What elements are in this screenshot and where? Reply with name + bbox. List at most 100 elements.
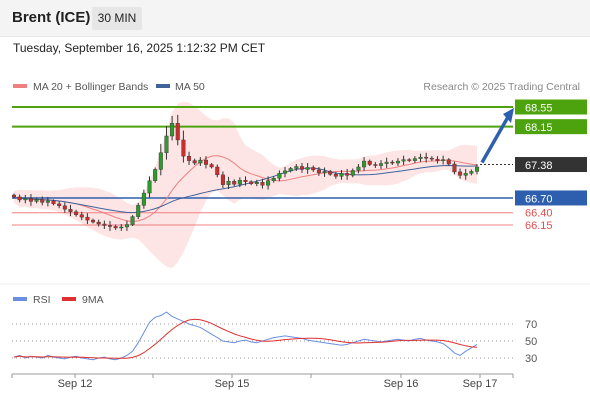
candle-body — [85, 216, 90, 221]
candle — [390, 160, 395, 166]
candle — [458, 168, 463, 179]
candle — [254, 179, 259, 187]
candle — [124, 220, 129, 231]
candle — [175, 114, 180, 146]
candle — [181, 130, 186, 163]
candle — [446, 158, 451, 166]
candle — [249, 180, 254, 186]
copyright-label: Research © 2025 Trading Central — [423, 81, 580, 93]
rsi-ma-line — [13, 318, 478, 359]
candle-body — [424, 156, 429, 159]
candle-body — [260, 182, 265, 186]
candles-layer — [11, 114, 480, 231]
label-current-bg — [515, 157, 587, 173]
candle-body — [45, 200, 50, 203]
candle — [141, 189, 146, 209]
candle — [260, 178, 265, 189]
candle-body — [96, 221, 101, 225]
label-pivot: 66.70 — [515, 190, 587, 206]
candle-body — [266, 180, 271, 186]
candle-body — [463, 173, 468, 176]
candle — [102, 220, 107, 229]
candle — [333, 171, 338, 179]
label-s2: 66.15 — [525, 220, 553, 232]
x-label: Sep 16 — [384, 378, 419, 390]
candle — [79, 211, 84, 221]
candle — [130, 215, 135, 226]
forecast-arrow-shaft — [480, 116, 510, 164]
candle — [429, 156, 434, 162]
candle-body — [418, 156, 423, 159]
label-current: 67.38 — [515, 157, 587, 173]
candle — [28, 194, 33, 206]
candle-body — [452, 163, 457, 173]
candle-body — [384, 161, 389, 164]
candle — [198, 157, 203, 166]
candle — [57, 201, 62, 209]
candle — [226, 176, 231, 190]
candle-body — [62, 205, 67, 210]
rsi-legend-label: RSI — [33, 294, 51, 306]
candle-body — [130, 216, 135, 225]
candle — [147, 176, 152, 198]
candle — [475, 164, 480, 175]
timestamp: Tuesday, September 16, 2025 1:12:32 PM C… — [13, 41, 266, 55]
candle — [23, 195, 28, 204]
candle — [11, 193, 16, 199]
candle — [401, 155, 406, 166]
candle-body — [311, 167, 316, 171]
candle-body — [28, 198, 33, 202]
candle-body — [79, 214, 84, 218]
ma50-legend-label: MA 50 — [175, 81, 205, 93]
candle-body — [395, 160, 400, 164]
label-r1-text: 68.15 — [525, 122, 553, 134]
candle — [68, 204, 73, 217]
candle — [266, 176, 271, 190]
candle-body — [17, 196, 22, 201]
candle — [384, 157, 389, 168]
forecast-arrow-head — [503, 108, 514, 123]
candle — [412, 156, 417, 164]
candle-body — [243, 180, 248, 182]
ma50-legend-swatch — [156, 84, 170, 88]
candle-body — [40, 199, 45, 203]
ma20-line — [13, 155, 478, 223]
timeframe-button[interactable]: 30 MIN — [92, 7, 142, 30]
candle — [215, 164, 220, 178]
candle — [17, 194, 22, 203]
candle — [305, 163, 310, 174]
candle-body — [288, 168, 293, 172]
rsi-level-label-50: 50 — [525, 336, 537, 348]
x-axis: Sep 12 Sep 15 Sep 16 Sep 17 — [11, 374, 514, 390]
candle — [379, 160, 384, 169]
candle — [328, 169, 333, 176]
candle-body — [198, 159, 203, 164]
candle — [418, 153, 423, 163]
bb-legend-label: MA 20 + Bollinger Bands — [33, 81, 148, 93]
candle — [407, 158, 412, 163]
label-s1: 66.40 — [525, 208, 553, 220]
x-label: Sep 15 — [215, 378, 250, 390]
candle-body — [441, 159, 446, 161]
candle — [294, 164, 299, 171]
candle-body — [299, 166, 304, 170]
candle-body — [322, 171, 327, 174]
candle — [362, 157, 367, 171]
candle-body — [164, 135, 169, 153]
candle — [299, 163, 304, 173]
candle — [96, 219, 101, 227]
candle — [187, 151, 192, 166]
candle-body — [277, 173, 282, 179]
candle — [288, 166, 293, 173]
candle-body — [113, 226, 118, 229]
candle-body — [34, 199, 39, 202]
candle — [113, 224, 118, 230]
candle-body — [11, 194, 16, 198]
candle-body — [68, 209, 73, 212]
candle-body — [23, 198, 28, 201]
candle — [85, 213, 90, 225]
candle — [153, 167, 158, 183]
instrument-title: Brent (ICE) — [12, 9, 91, 26]
label-r1: 68.15 — [515, 119, 587, 134]
candle-body — [192, 160, 197, 164]
